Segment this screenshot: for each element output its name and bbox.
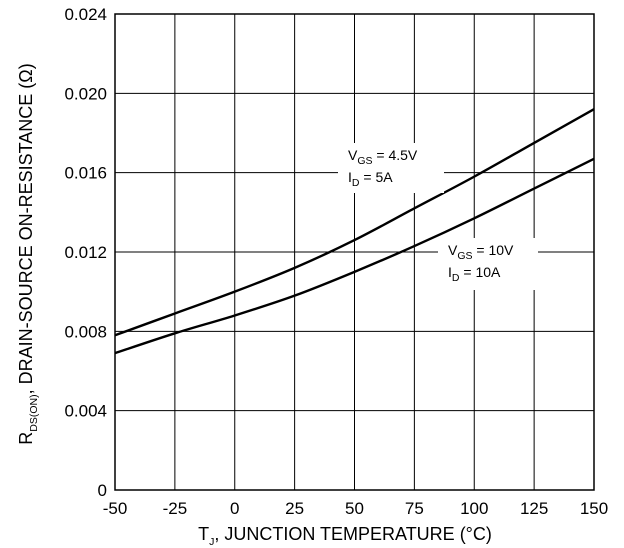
- y-tick-label: 0: [98, 481, 107, 500]
- series-line-1: [114, 108, 595, 337]
- y-tick-label: 0.024: [64, 5, 107, 24]
- y-axis-title-main: R: [16, 432, 36, 445]
- x-tick-label: 50: [345, 499, 364, 518]
- y-tick-labels: 0 0.004 0.008 0.012 0.016 0.020 0.024: [64, 5, 107, 500]
- y-tick-label: 0.004: [64, 402, 107, 421]
- series-group: [114, 108, 595, 355]
- x-tick-label: 150: [580, 499, 608, 518]
- plot-frame: [114, 13, 595, 491]
- plot-border: [114, 13, 595, 491]
- annotation-background: [438, 238, 538, 290]
- series-line-2: [114, 157, 595, 355]
- annotation-line: ID = 10A: [448, 264, 501, 284]
- x-axis-title-rest: , JUNCTION TEMPERATURE (°C): [214, 524, 492, 544]
- x-tick-label: 0: [230, 499, 239, 518]
- x-tick-label: 125: [520, 499, 548, 518]
- x-tick-label: -25: [163, 499, 188, 518]
- y-tick-label: 0.020: [64, 84, 107, 103]
- x-axis-title: TJ, JUNCTION TEMPERATURE (°C): [198, 524, 492, 548]
- annotation-background: [338, 143, 444, 193]
- y-tick-label: 0.008: [64, 322, 107, 341]
- x-tick-labels: -50 -25 0 25 50 75 100 125 150: [103, 499, 608, 518]
- x-tick-label: 75: [405, 499, 424, 518]
- x-axis-title-main: T: [198, 524, 209, 544]
- y-tick-label: 0.016: [64, 164, 107, 183]
- x-tick-label: 25: [285, 499, 304, 518]
- annotation-line: VGS = 4.5V: [348, 147, 418, 167]
- y-axis-title-sub: DS(ON): [28, 394, 40, 431]
- x-tick-label: 100: [460, 499, 488, 518]
- y-axis-title: RDS(ON), DRAIN-SOURCE ON-RESISTANCE (Ω): [16, 63, 40, 444]
- annotation-line: ID = 5A: [348, 169, 393, 189]
- y-axis-title-rest: , DRAIN-SOURCE ON-RESISTANCE (Ω): [16, 63, 36, 394]
- x-tick-label: -50: [103, 499, 128, 518]
- x-axis-title-sub: J: [209, 536, 214, 548]
- y-tick-label: 0.012: [64, 243, 107, 262]
- annotation-line: VGS = 10V: [448, 242, 514, 262]
